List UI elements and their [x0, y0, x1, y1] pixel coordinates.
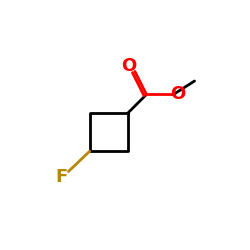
Text: O: O	[122, 56, 137, 74]
Text: F: F	[56, 168, 68, 186]
Text: O: O	[170, 86, 186, 103]
